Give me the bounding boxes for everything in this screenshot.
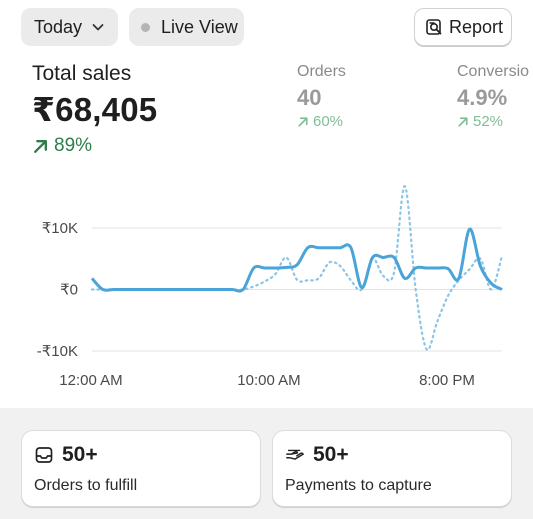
x-tick-label: 8:00 PM — [419, 372, 475, 389]
report-button[interactable]: Report — [414, 8, 512, 46]
orders-to-fulfill-count: 50+ — [62, 443, 98, 466]
orders-change-value: 60% — [313, 113, 344, 130]
total-sales-change-value: 89% — [54, 135, 93, 156]
conversion-metric[interactable]: Conversio 4.9% 52% — [457, 63, 529, 130]
y-tick-label: ₹10K — [42, 220, 78, 237]
conversion-change-value: 52% — [473, 113, 504, 130]
arrow-up-right-icon — [34, 139, 47, 153]
orders-to-fulfill-caption: Orders to fulfill — [34, 477, 138, 494]
orders-label: Orders — [297, 63, 346, 80]
top-toolbar: Today Live View Report — [0, 0, 533, 56]
payments-to-capture-count: 50+ — [313, 443, 349, 466]
sales-line-chart[interactable]: ₹10K ₹0 -₹10K 12:00 AM 10:00 AM 8:00 PM — [0, 180, 533, 395]
x-tick-label: 12:00 AM — [59, 372, 122, 389]
conversion-change: 52% — [457, 113, 529, 130]
conversion-label: Conversio — [457, 63, 530, 80]
chevron-down-icon — [92, 24, 104, 31]
payments-to-capture-caption: Payments to capture — [285, 477, 432, 494]
x-tick-label: 10:00 AM — [237, 372, 300, 389]
orders-value: 40 — [297, 85, 322, 110]
hand-payment-icon — [286, 449, 304, 460]
arrow-up-right-icon — [298, 116, 308, 127]
action-cards-area: 50+ Orders to fulfill 50+ Payments to ca… — [0, 408, 533, 519]
live-view-button[interactable]: Live View — [129, 8, 244, 46]
primary-series-line — [90, 227, 503, 293]
total-sales-metric[interactable]: Total sales ₹68,405 89% — [32, 62, 157, 157]
date-range-dropdown[interactable]: Today — [21, 8, 118, 46]
orders-metric[interactable]: Orders 40 60% — [297, 63, 346, 130]
arrow-up-right-icon — [458, 116, 468, 127]
live-status-dot — [141, 22, 150, 32]
y-tick-label: ₹0 — [60, 282, 78, 299]
conversion-value: 4.9% — [457, 85, 508, 110]
date-range-label: Today — [34, 16, 83, 37]
inbox-icon — [35, 447, 53, 463]
report-icon — [426, 19, 442, 35]
comparison-series-line — [90, 185, 504, 351]
orders-to-fulfill-card[interactable]: 50+ Orders to fulfill — [21, 430, 261, 507]
payments-to-capture-card[interactable]: 50+ Payments to capture — [272, 430, 512, 507]
total-sales-label: Total sales — [32, 62, 132, 85]
y-tick-label: -₹10K — [37, 343, 78, 360]
report-label: Report — [449, 16, 504, 37]
live-view-label: Live View — [161, 16, 238, 37]
total-sales-change: 89% — [32, 135, 157, 157]
orders-change: 60% — [297, 113, 346, 130]
total-sales-value: ₹68,405 — [32, 91, 158, 128]
